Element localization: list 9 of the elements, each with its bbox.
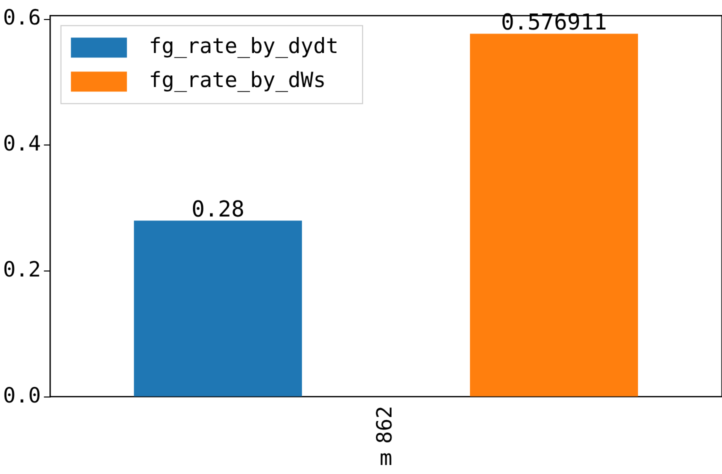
legend-label: fg_rate_by_dydt [148,34,339,58]
y-tick-label: 0.2 [2,257,41,282]
y-tick-label: 0.4 [2,132,41,156]
legend-label: fg_rate_by_dWs [148,68,326,92]
y-tick-label: 0.0 [2,383,41,408]
data-label: 0.28 [191,197,244,222]
x-axis-title: m [380,446,392,470]
y-tick-label: 0.6 [2,6,41,30]
x-tick-label: 862 [372,406,396,444]
